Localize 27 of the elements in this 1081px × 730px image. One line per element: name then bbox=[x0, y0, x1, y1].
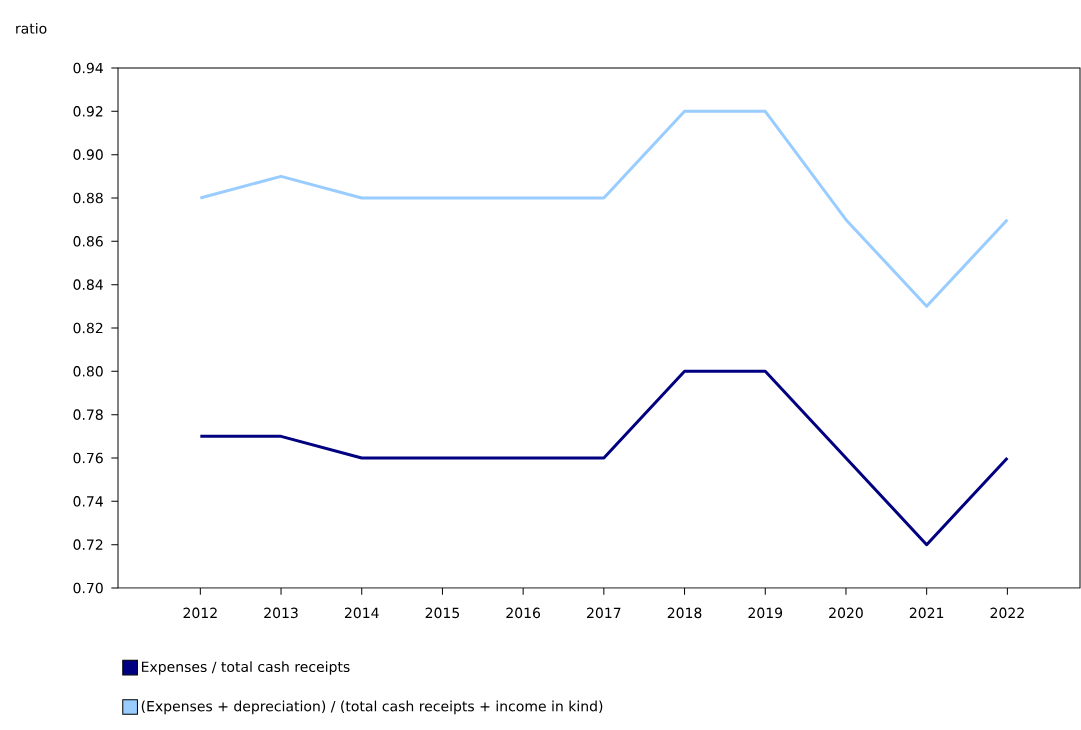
legend-label: (Expenses + depreciation) / (total cash receipts + income in kind) bbox=[141, 700, 603, 715]
y-tick-label: 0.84 bbox=[73, 279, 103, 290]
legend-label: Expenses / total cash receipts bbox=[141, 661, 350, 675]
y-tick-label: 0.76 bbox=[73, 452, 103, 464]
y-tick-label: 0.94 bbox=[73, 62, 103, 74]
x-tick-label: 2018 bbox=[667, 607, 702, 619]
y-tick-label: 0.72 bbox=[73, 539, 103, 550]
x-tick-label: 2020 bbox=[829, 607, 863, 619]
y-tick-label: 0.82 bbox=[73, 322, 103, 334]
y-tick-label: 0.88 bbox=[73, 192, 103, 204]
y-tick-label: 0.80 bbox=[73, 366, 103, 377]
x-tick-label: 2015 bbox=[425, 607, 460, 619]
x-tick-label: 2019 bbox=[748, 607, 783, 619]
y-tick-label: 0.78 bbox=[73, 409, 103, 420]
y-axis-title: ratio bbox=[16, 22, 47, 34]
y-tick-label: 0.90 bbox=[73, 149, 103, 160]
y-tick-label: 0.86 bbox=[73, 236, 103, 247]
x-tick-label: 2017 bbox=[587, 607, 621, 619]
x-tick-label: 2012 bbox=[183, 607, 217, 619]
y-tick-label: 0.74 bbox=[73, 496, 103, 507]
x-tick-label: 2016 bbox=[506, 607, 541, 619]
y-tick-label: 0.92 bbox=[73, 106, 103, 117]
x-tick-label: 2014 bbox=[344, 607, 379, 619]
x-tick-label: 2021 bbox=[909, 607, 944, 619]
x-tick-label: 2022 bbox=[990, 607, 1024, 619]
x-tick-label: 2013 bbox=[264, 607, 298, 619]
y-tick-label: 0.70 bbox=[73, 582, 103, 594]
